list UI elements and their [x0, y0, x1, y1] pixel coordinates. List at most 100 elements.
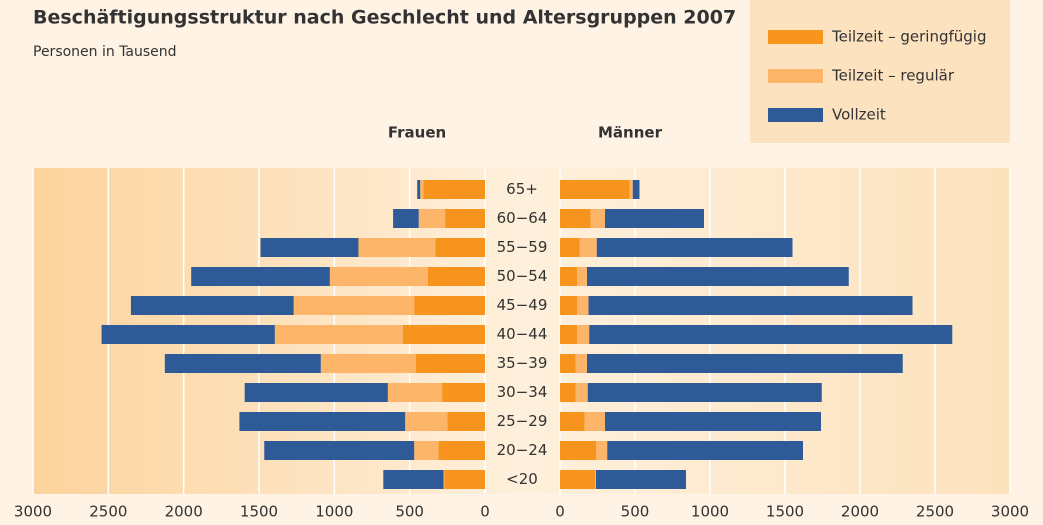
bar [274, 325, 403, 344]
category-label: 65+ [506, 180, 538, 198]
bar [560, 267, 578, 286]
bar [575, 383, 588, 402]
bar [560, 383, 576, 402]
x-tick-label: 2000 [841, 503, 879, 521]
bar [560, 238, 580, 257]
bar [577, 296, 589, 315]
x-tick-label: 2500 [89, 503, 127, 521]
x-tick-label: 3000 [991, 503, 1029, 521]
x-tick-label: 2500 [916, 503, 954, 521]
legend-label: Vollzeit [832, 106, 886, 124]
bar [584, 412, 605, 431]
bar [447, 412, 485, 431]
bar [632, 180, 640, 199]
legend-label: Teilzeit – geringfügig [831, 28, 986, 46]
bar [101, 325, 275, 344]
bar [244, 383, 388, 402]
category-label: 35−39 [497, 354, 548, 372]
bar [596, 238, 793, 257]
bar [588, 296, 913, 315]
bar [560, 412, 585, 431]
bar [264, 441, 415, 460]
bar [414, 441, 439, 460]
bar [329, 267, 428, 286]
bar [605, 412, 821, 431]
category-label: 20−24 [497, 441, 548, 459]
legend-swatch [768, 108, 823, 122]
bar [629, 180, 633, 199]
legend-swatch [768, 30, 823, 44]
bar [417, 180, 421, 199]
bar [587, 383, 822, 402]
bar [587, 267, 849, 286]
bar [579, 238, 597, 257]
x-tick-label: 3000 [14, 503, 52, 521]
bar [596, 470, 686, 489]
legend-swatch [768, 69, 823, 83]
bar [577, 267, 587, 286]
category-label: 30−34 [497, 383, 548, 401]
bar [191, 267, 330, 286]
bar [438, 441, 485, 460]
bar [607, 441, 803, 460]
bar [575, 354, 587, 373]
bar [387, 383, 443, 402]
category-label: 45−49 [497, 296, 548, 314]
bar [130, 296, 294, 315]
bar [164, 354, 321, 373]
x-tick-label: 1500 [766, 503, 804, 521]
bar [442, 383, 485, 402]
category-label: 40−44 [497, 325, 548, 343]
bar [589, 325, 953, 344]
bar [596, 441, 608, 460]
bar [444, 470, 485, 489]
x-tick-label: 2000 [165, 503, 203, 521]
bar [383, 470, 444, 489]
bar [445, 209, 485, 228]
bar [418, 209, 446, 228]
bar [587, 354, 903, 373]
bar [414, 296, 485, 315]
x-tick-label: 1000 [691, 503, 729, 521]
bar [560, 180, 630, 199]
bar [260, 238, 359, 257]
bar [405, 412, 448, 431]
bar [320, 354, 416, 373]
bar [560, 209, 591, 228]
bar [605, 209, 704, 228]
category-label: 50−54 [497, 267, 548, 285]
bar [560, 441, 596, 460]
panel-title: Männer [598, 124, 663, 142]
x-tick-label: 500 [395, 503, 424, 521]
category-label: 55−59 [497, 238, 548, 256]
legend-label: Teilzeit – regulär [831, 67, 955, 85]
panel-title: Frauen [388, 124, 446, 142]
bar [293, 296, 415, 315]
bar [393, 209, 419, 228]
bar [435, 238, 485, 257]
bar [577, 325, 590, 344]
x-tick-label: 1500 [240, 503, 278, 521]
bar [402, 325, 485, 344]
category-label: 25−29 [497, 412, 548, 430]
bar [560, 354, 576, 373]
bar [443, 470, 445, 489]
x-tick-label: 1000 [315, 503, 353, 521]
bar [590, 209, 605, 228]
bar [560, 325, 578, 344]
bar [415, 354, 485, 373]
category-label: 60−64 [497, 209, 548, 227]
bar [560, 296, 578, 315]
bar [239, 412, 406, 431]
bar [427, 267, 485, 286]
bar [423, 180, 485, 199]
chart-title: Beschäftigungsstruktur nach Geschlecht u… [33, 7, 736, 29]
category-label: <20 [506, 470, 538, 488]
x-tick-label: 0 [480, 503, 490, 521]
bar [358, 238, 436, 257]
bar [420, 180, 424, 199]
bar [560, 470, 596, 489]
bar [595, 470, 596, 489]
x-tick-label: 0 [555, 503, 565, 521]
